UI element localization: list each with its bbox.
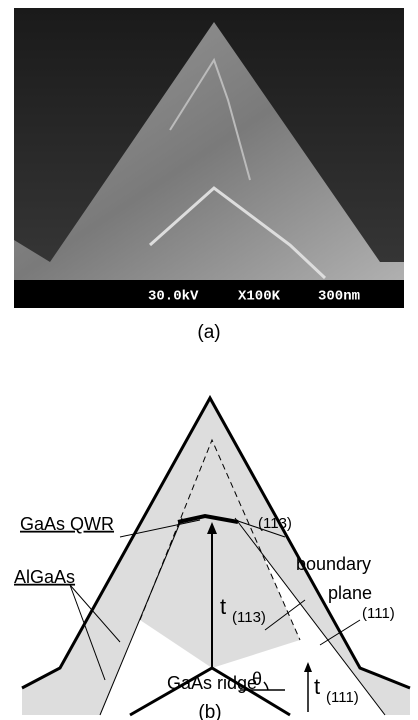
qwr [177, 513, 239, 524]
boundary-label: boundary [296, 554, 371, 574]
t113-subscript: (113) [232, 609, 266, 626]
algaas-pointer-1 [69, 584, 121, 643]
caption-b: (b) [198, 702, 221, 720]
sem-inner-line [169, 57, 251, 181]
layer-line-right [234, 517, 386, 716]
plane-label: plane [328, 583, 372, 603]
outer-surface [21, 394, 411, 690]
qwr-label: GaAs QWR [20, 514, 114, 534]
facet113-label: (113) [258, 515, 292, 532]
qwr-pointer [119, 519, 201, 538]
sem-ridge [14, 22, 404, 280]
facet113-pointer [234, 519, 286, 538]
caption-a: (a) [197, 322, 220, 343]
sem-image: 30.0kV X100K 300nm [14, 8, 404, 308]
theta-label: θ [252, 669, 262, 689]
magnification: X100K [238, 289, 281, 305]
t113-label: t [220, 594, 226, 619]
boundary-plane [139, 438, 301, 641]
t111-arrowhead [304, 662, 312, 672]
ridge-body [130, 668, 290, 715]
schematic [21, 394, 411, 717]
algaas-label: AlGaAs [14, 567, 75, 587]
sem-info-bar [14, 280, 404, 308]
facet111-pointer [319, 619, 361, 646]
sem-qwr-layer [149, 186, 327, 280]
voltage: 30.0kV [148, 289, 199, 305]
t111-subscript: (111) [326, 689, 359, 706]
t113-arrowhead [207, 522, 217, 534]
scale-length: 300nm [318, 289, 360, 305]
algaas-pointer-2 [69, 584, 106, 681]
algaas-region [22, 398, 410, 715]
theta-arc [263, 681, 269, 691]
facet111-label: (111) [362, 605, 395, 622]
ridge-label: GaAs ridge [167, 673, 257, 693]
boundary-pointer [264, 599, 306, 631]
ridge-shade [140, 440, 300, 668]
t111-label: t [314, 674, 320, 699]
